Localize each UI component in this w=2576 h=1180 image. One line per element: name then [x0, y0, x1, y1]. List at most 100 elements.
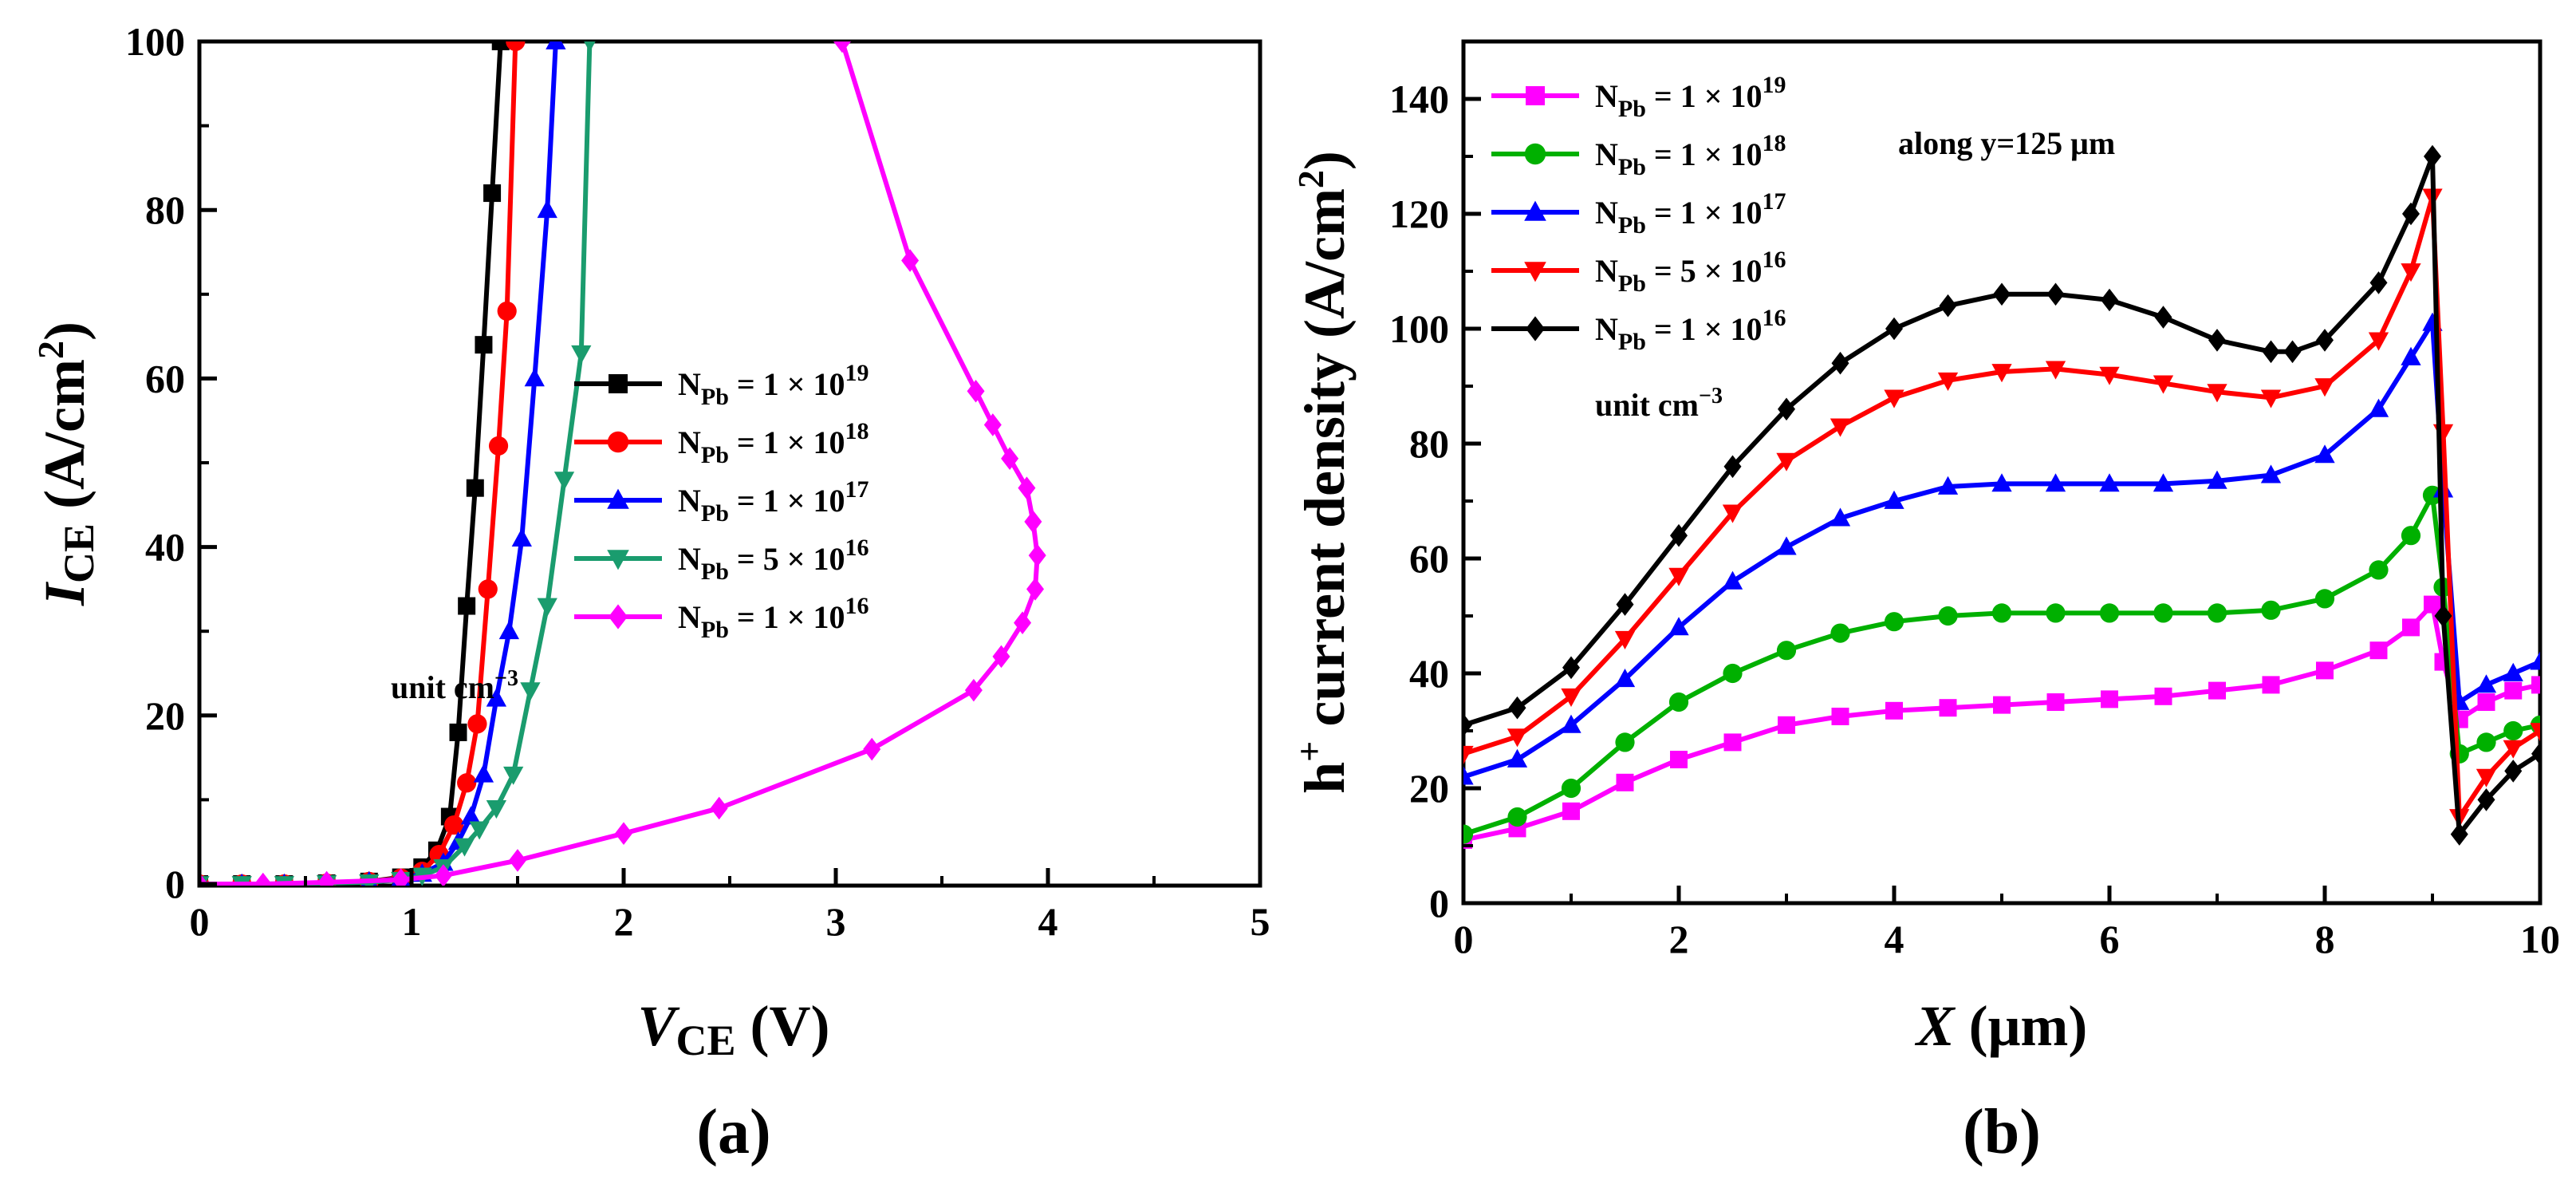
chart-a-series-4-point [967, 379, 985, 403]
chart-b-series-0-point [2262, 676, 2280, 694]
chart-b-legend: NPb = 1 × 1019 NPb = 1 × 1018 NPb = 1 × 10… [1491, 72, 1786, 423]
chart-a-series-2-point [524, 368, 545, 387]
chart-a-series-2-line [199, 41, 558, 886]
chart-a-series-2-point [498, 621, 520, 640]
chart-a-series-1-point [467, 714, 487, 734]
chart-a-series-0-point [449, 723, 467, 741]
chart-a-series-1-line [199, 41, 518, 886]
chart-b-series-4-point [2262, 340, 2280, 364]
chart-b-legend-3-marker [1524, 262, 1546, 282]
chart-b-series-1-point [2207, 603, 2227, 623]
chart-a-series-4-point [317, 870, 336, 886]
chart-b-series-4-point [2101, 288, 2118, 312]
chart-b-legend-0-label: NPb = 1 × 1019 [1595, 72, 1786, 122]
chart-a-legend-3-label: NPb = 5 × 1016 [678, 535, 869, 585]
chart-a-series-4-point [1014, 611, 1032, 634]
chart-b-plot-area [1463, 144, 2540, 849]
chart-b-series-2-point [2530, 651, 2540, 670]
chart-a-unit-note: unit cm−3 [391, 666, 518, 705]
chart-a-series-3-point [553, 472, 575, 491]
chart-b-series-0-point [2477, 693, 2495, 711]
chart-b-series-1-point [2314, 589, 2335, 609]
chart-b-series-2-point [1463, 766, 1474, 785]
chart-b-series-1-point [2503, 720, 2523, 741]
chart-b-series-0-point [1670, 751, 1688, 768]
chart-a-series-1-point [457, 773, 477, 793]
chart-a-ytick-label: 20 [145, 693, 185, 738]
chart-b-series-2-point [1561, 714, 1581, 733]
chart-b-ytick-label: 100 [1389, 306, 1449, 351]
chart-a-series-0-line [199, 41, 503, 886]
chart-b-legend-1-label: NPb = 1 × 1018 [1595, 130, 1786, 180]
chart-a-legend-1-label: NPb = 1 × 1018 [678, 418, 869, 468]
chart-b-series-0-point [2402, 618, 2420, 637]
chart-b-series-3-point [2368, 332, 2389, 351]
chart-a-ytick-label: 0 [165, 862, 185, 906]
chart-b-series-2-point [2476, 674, 2497, 693]
chart-a-ylabel: ICE (A/cm2) [30, 322, 103, 606]
chart-b-series-4-point [1939, 294, 1957, 318]
chart-b-series-4-point [2402, 202, 2420, 226]
chart-b-series-2-point [2207, 470, 2227, 489]
chart-b-series-0-point [2531, 676, 2540, 694]
chart-b-series-3-point [1561, 688, 1581, 707]
chart-a-xtick-label: 1 [402, 899, 422, 944]
chart-b-xtick-label: 2 [1669, 917, 1689, 961]
chart-b-legend-2-label: NPb = 1 × 1017 [1595, 188, 1786, 239]
chart-b-series-0-point [2046, 693, 2065, 711]
chart-b-series-3-point [2503, 740, 2523, 759]
chart-b-series-2-point [1884, 490, 1904, 509]
chart-b-series-1-point [2369, 560, 2389, 580]
chart-a-series-3-point [469, 821, 490, 840]
chart-a-series-0-point [483, 184, 502, 203]
chart-a-legend: NPb = 1 × 1019 NPb = 1 × 1018 NPb = 1 × 10… [391, 360, 869, 705]
chart-a-series-4-point [1024, 510, 1042, 534]
chart-a-series-4-point [863, 737, 881, 761]
chart-a-series-2-point [511, 527, 532, 547]
chart-b-series-0-point [2208, 681, 2226, 700]
chart-a-series-1-point [497, 301, 517, 322]
chart-a-series-4-point [1026, 578, 1045, 601]
chart-b-series-0-point [1562, 802, 1580, 820]
chart-a-series-1-point [506, 41, 526, 52]
chart-b-series-2-point [2153, 473, 2174, 492]
chart-b-series-4-point [1723, 455, 1742, 479]
chart-b-series-3-point [1937, 372, 1959, 391]
chart-b-series-4-point [1670, 523, 1688, 547]
chart-b-legend-3-label: NPb = 5 × 1016 [1595, 247, 1786, 297]
chart-b-series-4-point [1508, 696, 1526, 720]
chart-b-legend-4-label: NPb = 1 × 1016 [1595, 305, 1786, 355]
chart-a-plot-area [199, 41, 1046, 886]
chart-a-legend-1-marker [607, 431, 629, 453]
chart-b-series-3-point [2099, 366, 2120, 385]
chart-b-ytick-label: 80 [1409, 421, 1449, 466]
chart-b-series-4-point [1463, 713, 1472, 737]
chart-b-series-0-point [1723, 733, 1742, 752]
chart-a-series-0-point [491, 41, 510, 50]
chart-b-annotation: along y=125 μm [1898, 125, 2115, 161]
chart-b-series-3-point [2530, 723, 2540, 742]
chart-b-series-3-point [1722, 504, 1743, 523]
chart-a-series-1-point [478, 579, 498, 599]
chart-a-series-3-point [503, 766, 524, 785]
chart-b-series-0-point [1616, 773, 1634, 791]
chart-b-series-4-point [1993, 282, 2011, 306]
chart-a-series-1-point [488, 436, 509, 456]
chart-b-series-3-point [1614, 630, 1636, 649]
chart-b-series-3-point [2045, 361, 2066, 380]
chart-a-series-4-point [615, 822, 632, 845]
chart-b-series-1-point [1507, 807, 1527, 827]
chart-b-ytick-label: 20 [1409, 766, 1449, 811]
chart-b-series-3-point [2260, 389, 2282, 408]
chart-b-series-1-point [1830, 623, 1850, 643]
chart-b-series-0-point [1778, 716, 1795, 734]
chart-a-legend-0-marker [609, 374, 628, 393]
chart-b-series-1-point [1463, 824, 1474, 844]
chart-b-series-4-point [2450, 823, 2468, 846]
chart-a-series-2-point [486, 688, 507, 707]
chart-b-series-0-point [2504, 681, 2523, 700]
chart-a-series-3-point [584, 41, 596, 53]
chart-b-series-group [1463, 144, 2540, 849]
chart-a-series-4-point [901, 249, 920, 272]
chart-b-series-4-point [2283, 340, 2302, 364]
